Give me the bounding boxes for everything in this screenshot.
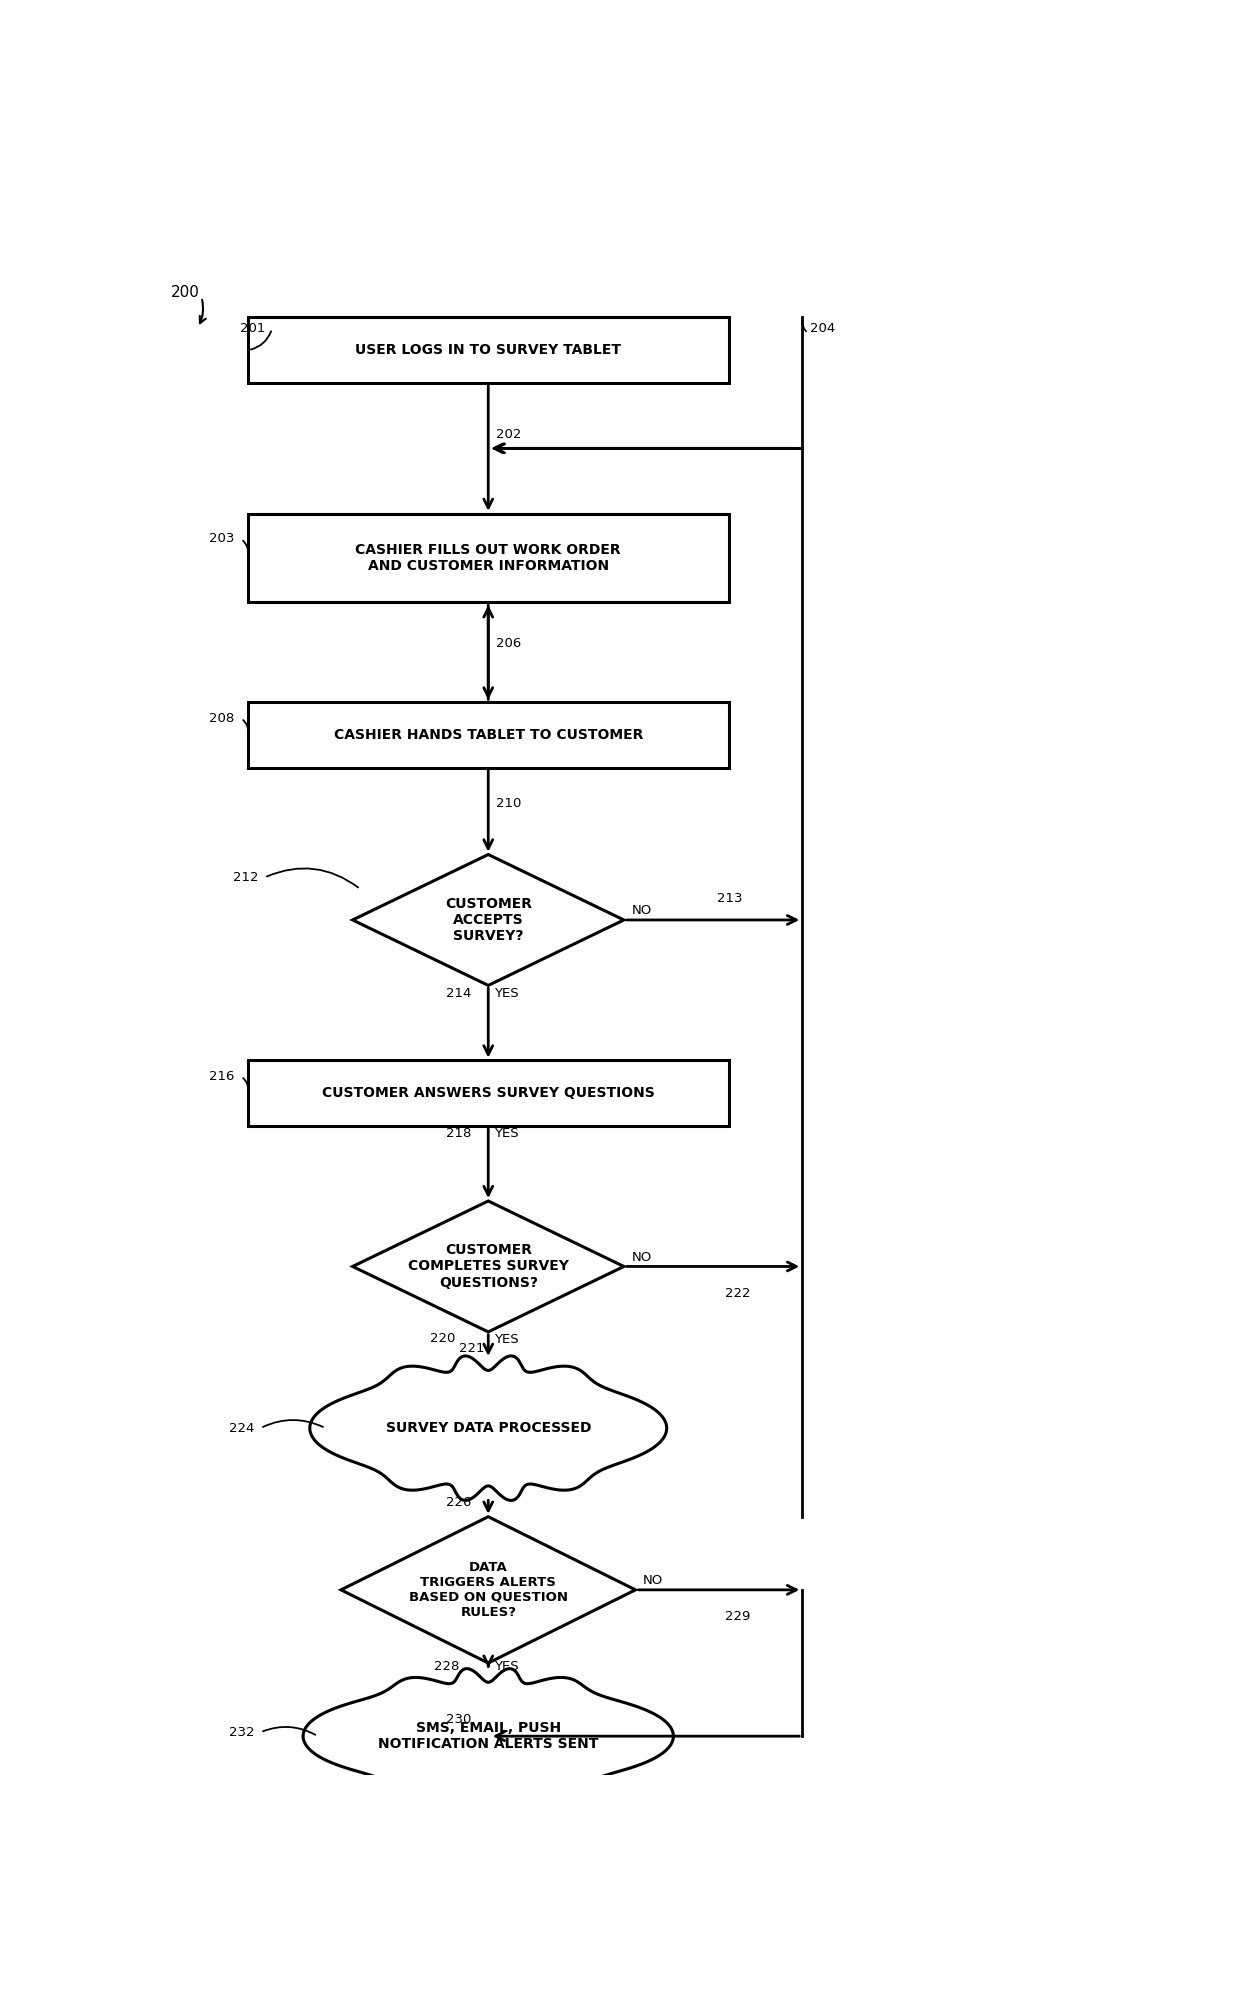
Text: 220: 220	[430, 1332, 455, 1344]
Text: CASHIER HANDS TABLET TO CUSTOMER: CASHIER HANDS TABLET TO CUSTOMER	[334, 728, 642, 742]
Text: 226: 226	[445, 1496, 471, 1509]
FancyBboxPatch shape	[248, 1061, 729, 1127]
Text: 218: 218	[445, 1127, 471, 1141]
Text: SURVEY DATA PROCESSED: SURVEY DATA PROCESSED	[386, 1422, 591, 1436]
Text: 230: 230	[445, 1713, 471, 1725]
Text: SMS, EMAIL, PUSH
NOTIFICATION ALERTS SENT: SMS, EMAIL, PUSH NOTIFICATION ALERTS SEN…	[378, 1721, 599, 1751]
Text: NO: NO	[631, 903, 652, 917]
Text: NO: NO	[644, 1573, 663, 1587]
FancyBboxPatch shape	[248, 702, 729, 768]
Polygon shape	[303, 1669, 673, 1805]
Text: 212: 212	[233, 871, 258, 883]
Polygon shape	[310, 1356, 667, 1499]
Text: CUSTOMER
ACCEPTS
SURVEY?: CUSTOMER ACCEPTS SURVEY?	[445, 897, 532, 943]
Text: 208: 208	[210, 712, 234, 724]
Text: 200: 200	[171, 285, 200, 301]
Text: YES: YES	[495, 987, 520, 999]
FancyBboxPatch shape	[248, 317, 729, 383]
Text: USER LOGS IN TO SURVEY TABLET: USER LOGS IN TO SURVEY TABLET	[355, 343, 621, 357]
Polygon shape	[341, 1517, 635, 1663]
Text: NO: NO	[631, 1250, 652, 1264]
Text: YES: YES	[495, 1127, 520, 1141]
Text: 206: 206	[496, 636, 521, 650]
Text: 222: 222	[724, 1286, 750, 1300]
Text: 232: 232	[228, 1727, 254, 1739]
Text: 214: 214	[445, 987, 471, 999]
Text: YES: YES	[495, 1334, 520, 1346]
FancyBboxPatch shape	[248, 514, 729, 602]
Polygon shape	[352, 855, 624, 985]
Text: CASHIER FILLS OUT WORK ORDER
AND CUSTOMER INFORMATION: CASHIER FILLS OUT WORK ORDER AND CUSTOME…	[356, 542, 621, 572]
Text: 203: 203	[210, 532, 234, 544]
Text: 221: 221	[459, 1342, 485, 1356]
Text: 202: 202	[496, 429, 521, 441]
Text: 229: 229	[724, 1611, 750, 1623]
Text: CUSTOMER
COMPLETES SURVEY
QUESTIONS?: CUSTOMER COMPLETES SURVEY QUESTIONS?	[408, 1244, 569, 1290]
Text: YES: YES	[495, 1661, 520, 1673]
Text: CUSTOMER ANSWERS SURVEY QUESTIONS: CUSTOMER ANSWERS SURVEY QUESTIONS	[322, 1087, 655, 1101]
Text: 210: 210	[496, 798, 521, 810]
Polygon shape	[352, 1200, 624, 1332]
Text: 216: 216	[210, 1069, 234, 1083]
Text: 201: 201	[241, 323, 265, 335]
Text: 213: 213	[717, 891, 743, 905]
Text: 224: 224	[228, 1422, 254, 1434]
Text: 204: 204	[810, 323, 835, 335]
Text: DATA
TRIGGERS ALERTS
BASED ON QUESTION
RULES?: DATA TRIGGERS ALERTS BASED ON QUESTION R…	[409, 1561, 568, 1619]
Text: 228: 228	[434, 1661, 459, 1673]
